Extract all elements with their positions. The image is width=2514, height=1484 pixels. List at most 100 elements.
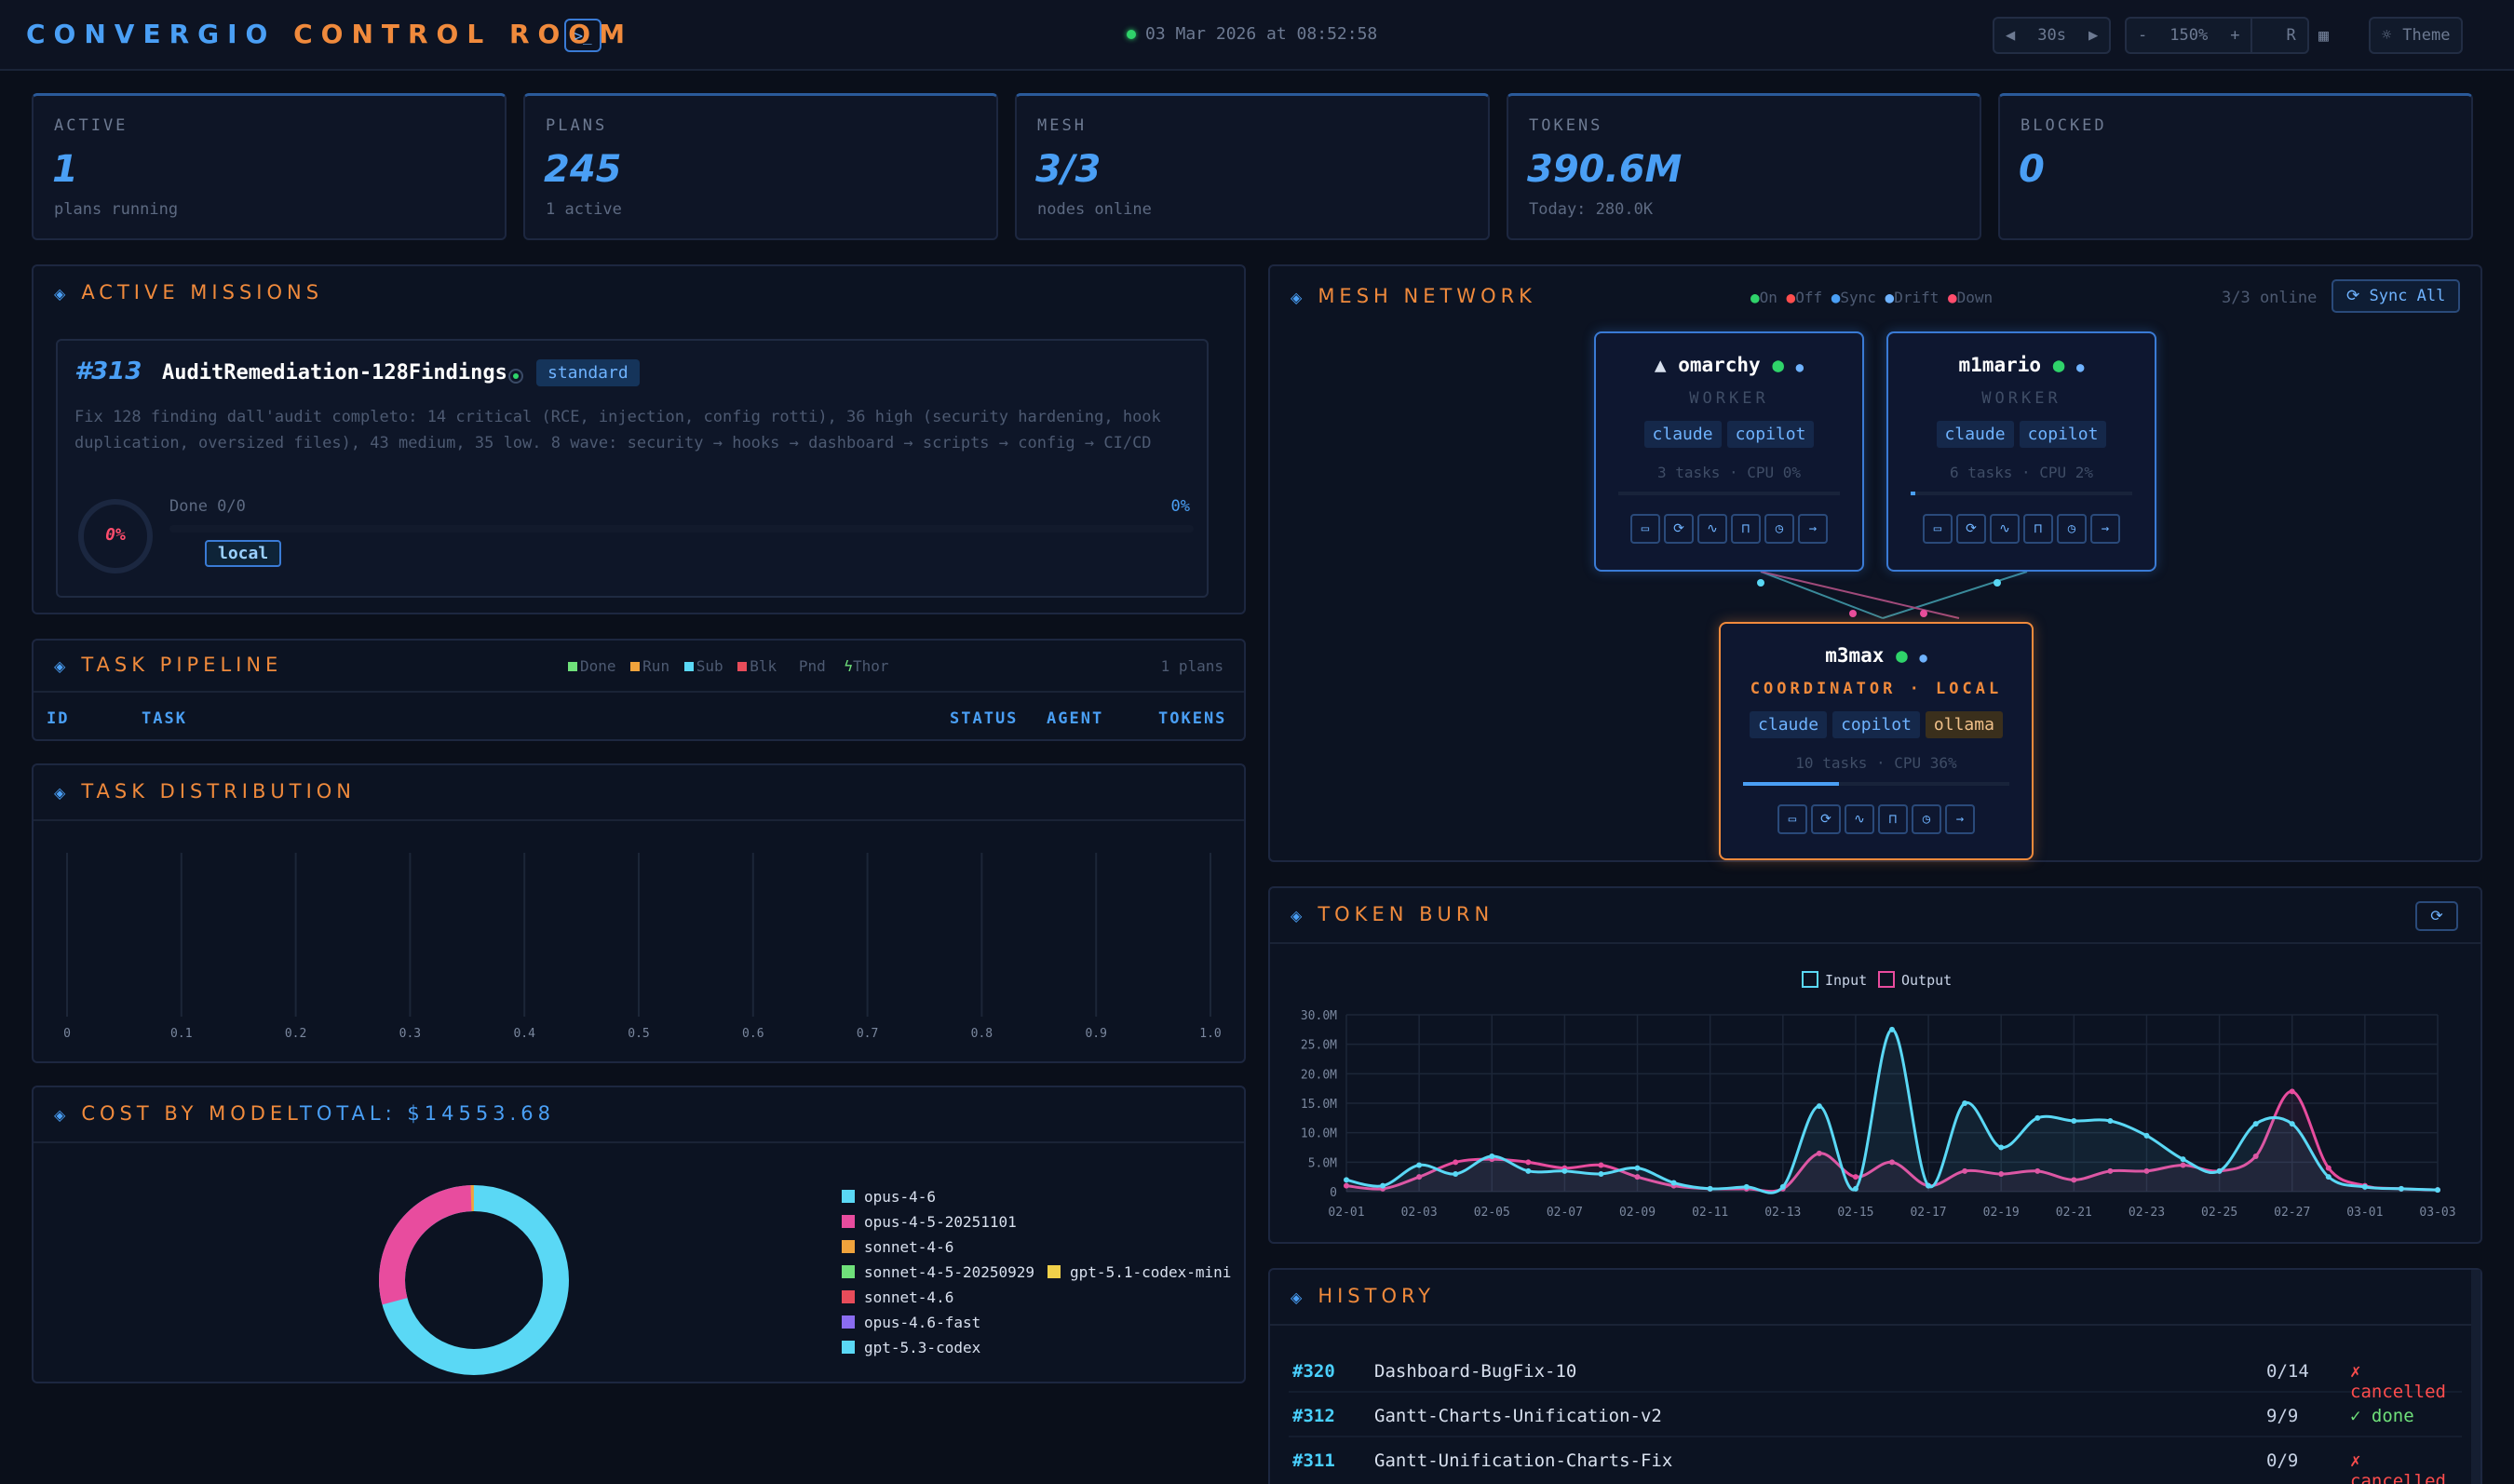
data-point-input[interactable] bbox=[2216, 1167, 2223, 1174]
data-point-input[interactable] bbox=[2071, 1118, 2077, 1124]
data-point-output[interactable] bbox=[2180, 1162, 2186, 1168]
mesh-node-m3max[interactable]: m3max ● ● COORDINATOR · LOCAL claude copi… bbox=[1719, 622, 2034, 860]
layout-button[interactable]: ▦ bbox=[2307, 17, 2340, 54]
scrollbar[interactable] bbox=[2471, 1270, 2480, 1484]
data-point-output[interactable] bbox=[2071, 1177, 2077, 1183]
data-point-input[interactable] bbox=[1380, 1182, 1386, 1189]
pulse-icon[interactable]: ∿ bbox=[1845, 804, 1874, 834]
data-point-output[interactable] bbox=[1998, 1171, 2005, 1177]
data-point-output[interactable] bbox=[1525, 1159, 1532, 1166]
data-point-output[interactable] bbox=[2289, 1088, 2295, 1095]
lock-icon[interactable]: ⊓ bbox=[1878, 804, 1908, 834]
data-point-input[interactable] bbox=[1852, 1185, 1858, 1192]
data-point-input[interactable] bbox=[1525, 1167, 1532, 1174]
zoom-in-button[interactable]: + bbox=[2230, 26, 2240, 45]
data-point-output[interactable] bbox=[2252, 1153, 2259, 1159]
data-point-input[interactable] bbox=[1598, 1171, 1604, 1177]
legend-label[interactable]: gpt-5.3-codex bbox=[864, 1339, 981, 1356]
pulse-icon[interactable]: ∿ bbox=[1697, 514, 1727, 544]
arrow-right-icon[interactable]: → bbox=[1945, 804, 1975, 834]
zoom-out-button[interactable]: - bbox=[2138, 26, 2148, 45]
data-point-output[interactable] bbox=[1634, 1174, 1641, 1180]
history-row[interactable]: #311 Gantt-Unification-Charts-Fix 0/9 ✗ … bbox=[1289, 1437, 2462, 1484]
refresh-prev-icon[interactable]: ◀ bbox=[2006, 26, 2016, 45]
clock-icon[interactable]: ◷ bbox=[1764, 514, 1794, 544]
data-point-input[interactable] bbox=[2325, 1174, 2332, 1180]
col-id[interactable]: ID bbox=[47, 709, 70, 728]
terminal-button[interactable]: >_ bbox=[564, 19, 601, 52]
clock-icon[interactable]: ◷ bbox=[2057, 514, 2087, 544]
legend-label[interactable]: gpt-5.1-codex-mini bbox=[1070, 1263, 1232, 1281]
data-point-input[interactable] bbox=[2398, 1185, 2404, 1192]
mesh-node-m1mario[interactable]: m1mario ● ● WORKER claude copilot 6 tasks… bbox=[1886, 331, 2156, 572]
data-point-output[interactable] bbox=[1889, 1159, 1895, 1166]
history-row[interactable]: #320 Dashboard-BugFix-10 0/14 ✗ cancelle… bbox=[1289, 1348, 2462, 1402]
data-point-input[interactable] bbox=[2180, 1156, 2186, 1163]
arrow-right-icon[interactable]: → bbox=[2090, 514, 2120, 544]
refresh-next-icon[interactable]: ▶ bbox=[2088, 26, 2099, 45]
data-point-input[interactable] bbox=[1453, 1171, 1459, 1177]
col-agent[interactable]: AGENT bbox=[1047, 709, 1104, 728]
data-point-output[interactable] bbox=[2143, 1167, 2150, 1174]
legend-label[interactable]: opus-4-5-20251101 bbox=[864, 1213, 1017, 1231]
data-point-output[interactable] bbox=[1416, 1174, 1423, 1180]
pulse-icon[interactable]: ∿ bbox=[1990, 514, 2020, 544]
lock-icon[interactable]: ⊓ bbox=[2023, 514, 2053, 544]
clock-icon[interactable]: ◷ bbox=[1912, 804, 1941, 834]
legend-output[interactable]: Output bbox=[1901, 972, 1952, 989]
data-point-input[interactable] bbox=[2289, 1121, 2295, 1127]
arrow-right-icon[interactable]: → bbox=[1798, 514, 1828, 544]
data-point-input[interactable] bbox=[2034, 1114, 2041, 1121]
legend-label[interactable]: sonnet-4-5-20250929 bbox=[864, 1263, 1035, 1281]
lock-icon[interactable]: ⊓ bbox=[1731, 514, 1761, 544]
data-point-input[interactable] bbox=[1889, 1026, 1895, 1032]
data-point-input[interactable] bbox=[2143, 1132, 2150, 1139]
legend-input[interactable]: Input bbox=[1825, 972, 1867, 989]
data-point-input[interactable] bbox=[1489, 1153, 1495, 1159]
data-point-input[interactable] bbox=[2252, 1121, 2259, 1127]
data-point-output[interactable] bbox=[1344, 1182, 1349, 1189]
data-point-input[interactable] bbox=[1416, 1162, 1423, 1168]
data-point-output[interactable] bbox=[1598, 1162, 1604, 1168]
data-point-input[interactable] bbox=[1962, 1100, 1968, 1106]
data-point-output[interactable] bbox=[1816, 1150, 1822, 1156]
legend-label[interactable]: opus-4-6 bbox=[864, 1188, 937, 1206]
data-point-input[interactable] bbox=[1816, 1103, 1822, 1110]
data-point-output[interactable] bbox=[1453, 1159, 1459, 1166]
mesh-node-omarchy[interactable]: ▲ omarchy ● ● WORKER claude copilot 3 tas… bbox=[1594, 331, 1864, 572]
data-point-input[interactable] bbox=[1561, 1167, 1568, 1174]
data-point-input[interactable] bbox=[1707, 1185, 1713, 1192]
data-point-output[interactable] bbox=[2034, 1167, 2041, 1174]
data-point-output[interactable] bbox=[2107, 1167, 2114, 1174]
sync-all-button[interactable]: ⟳ Sync All bbox=[2332, 279, 2461, 313]
refresh-icon[interactable]: ⟳ bbox=[1956, 514, 1986, 544]
terminal-icon[interactable]: ▭ bbox=[1777, 804, 1807, 834]
data-point-input[interactable] bbox=[2361, 1183, 2368, 1190]
zoom-reset-button[interactable]: R bbox=[2286, 26, 2296, 45]
data-point-input[interactable] bbox=[1670, 1180, 1677, 1186]
data-point-input[interactable] bbox=[1779, 1183, 1786, 1190]
data-point-input[interactable] bbox=[1926, 1182, 1932, 1189]
data-point-input[interactable] bbox=[1344, 1177, 1349, 1183]
data-point-output[interactable] bbox=[1852, 1174, 1858, 1180]
refresh-icon[interactable]: ⟳ bbox=[1811, 804, 1841, 834]
history-row[interactable]: #312 Gantt-Charts-Unification-v2 9/9 ✓ d… bbox=[1289, 1393, 2462, 1437]
col-tokens[interactable]: TOKENS bbox=[1158, 709, 1227, 728]
legend-label[interactable]: opus-4.6-fast bbox=[864, 1314, 981, 1331]
data-point-input[interactable] bbox=[1743, 1183, 1750, 1190]
data-point-output[interactable] bbox=[2325, 1165, 2332, 1171]
col-status[interactable]: STATUS bbox=[950, 709, 1019, 728]
terminal-icon[interactable]: ▭ bbox=[1630, 514, 1660, 544]
data-point-input[interactable] bbox=[1998, 1144, 2005, 1151]
refresh-control[interactable]: ◀ 30s ▶ bbox=[1993, 17, 2112, 54]
col-task[interactable]: TASK bbox=[142, 709, 187, 728]
theme-button[interactable]: ☼ Theme bbox=[2369, 17, 2464, 54]
legend-label[interactable]: sonnet-4-6 bbox=[864, 1238, 954, 1256]
mission-card[interactable]: #313 AuditRemediation-128Findings standa… bbox=[56, 339, 1209, 598]
refresh-chart-button[interactable]: ⟳ bbox=[2415, 901, 2458, 931]
data-point-input[interactable] bbox=[2435, 1187, 2440, 1194]
data-point-input[interactable] bbox=[1634, 1165, 1641, 1171]
legend-label[interactable]: sonnet-4.6 bbox=[864, 1288, 954, 1306]
refresh-icon[interactable]: ⟳ bbox=[1664, 514, 1694, 544]
data-point-output[interactable] bbox=[1962, 1167, 1968, 1174]
